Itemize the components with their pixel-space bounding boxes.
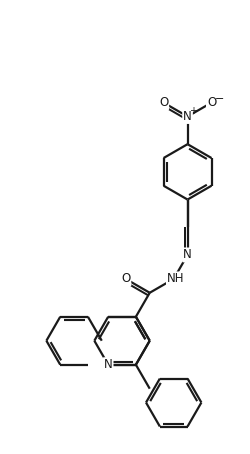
Text: O: O [121, 272, 130, 286]
Text: N: N [183, 110, 192, 123]
Text: +: + [190, 106, 198, 116]
Text: NH: NH [167, 272, 184, 286]
Text: O: O [207, 96, 216, 109]
Text: −: − [215, 94, 224, 104]
Text: N: N [183, 248, 192, 262]
Text: O: O [159, 96, 168, 109]
Text: N: N [104, 358, 112, 371]
